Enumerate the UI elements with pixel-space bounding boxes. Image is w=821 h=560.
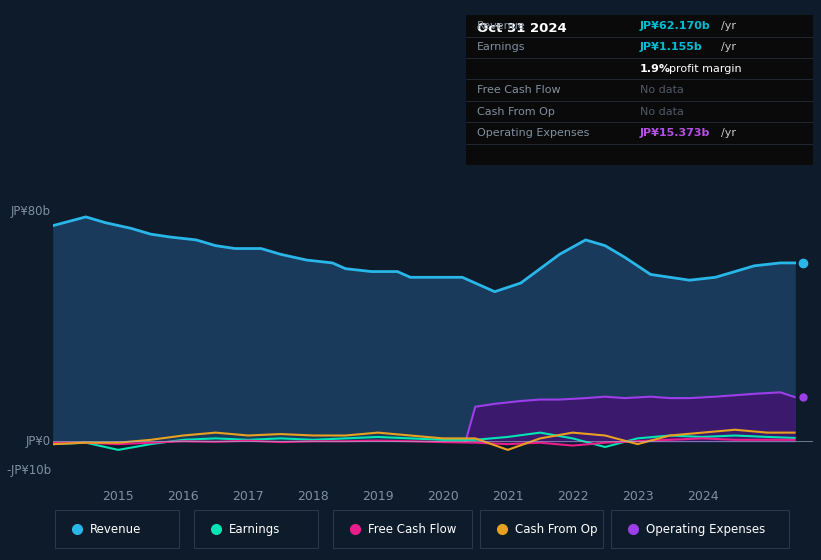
Text: Revenue: Revenue [477,21,525,31]
Text: 1.9%: 1.9% [640,64,671,74]
Text: /yr: /yr [721,43,736,52]
Text: JP¥1.155b: JP¥1.155b [640,43,702,52]
Text: Revenue: Revenue [90,522,141,536]
Text: JP¥15.373b: JP¥15.373b [640,128,710,138]
Text: Operating Expenses: Operating Expenses [646,522,765,536]
Text: profit margin: profit margin [669,64,741,74]
Text: Free Cash Flow: Free Cash Flow [477,85,561,95]
Text: Operating Expenses: Operating Expenses [477,128,589,138]
Text: Earnings: Earnings [477,43,525,52]
Text: /yr: /yr [721,21,736,31]
Text: JP¥0: JP¥0 [26,435,51,448]
Text: JP¥62.170b: JP¥62.170b [640,21,710,31]
Text: Free Cash Flow: Free Cash Flow [368,522,456,536]
Text: Earnings: Earnings [229,522,281,536]
Text: JP¥80b: JP¥80b [11,204,51,218]
Text: Cash From Op: Cash From Op [515,522,597,536]
Text: -JP¥10b: -JP¥10b [6,464,51,477]
Text: No data: No data [640,106,683,116]
Text: Cash From Op: Cash From Op [477,106,555,116]
Text: /yr: /yr [721,128,736,138]
Text: No data: No data [640,85,683,95]
Text: Oct 31 2024: Oct 31 2024 [477,21,566,35]
